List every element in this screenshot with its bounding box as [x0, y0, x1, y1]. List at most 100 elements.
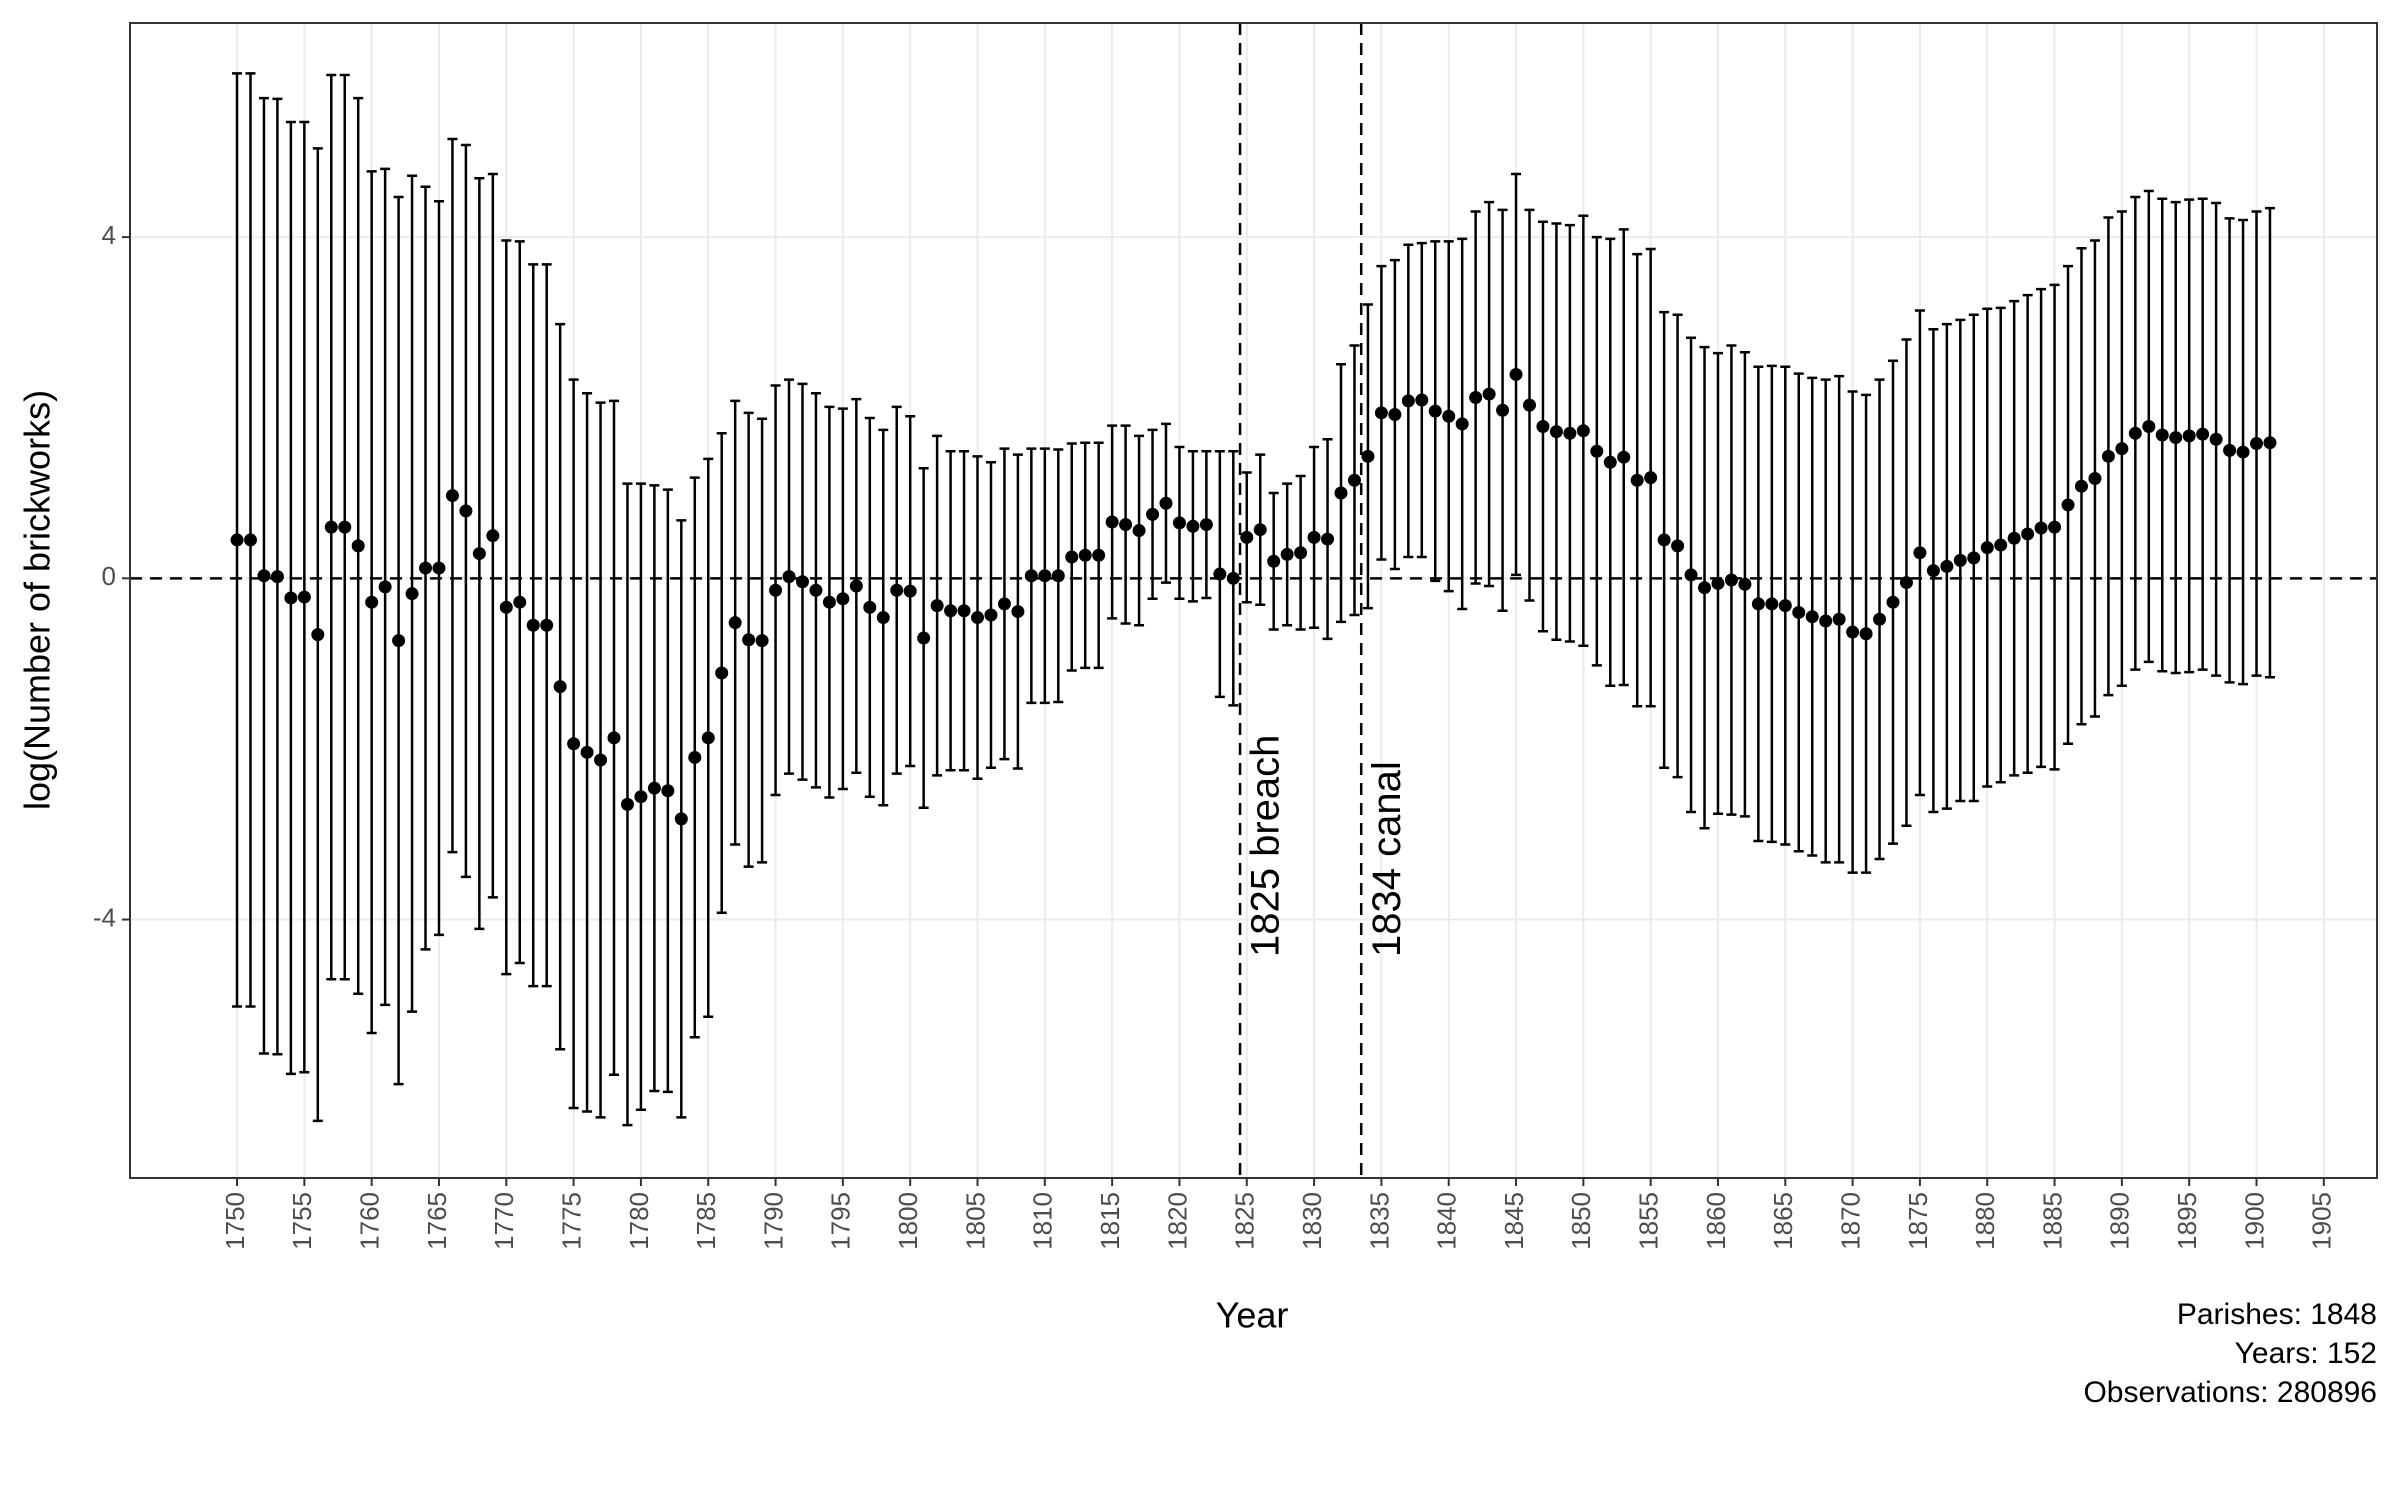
- point: [2101, 449, 2115, 463]
- x-tick-label: 1775: [556, 1192, 586, 1250]
- point: [1509, 367, 1523, 381]
- y-tick-label: -4: [93, 902, 116, 932]
- x-tick-label: 1820: [1162, 1192, 1192, 1250]
- point: [997, 597, 1011, 611]
- x-tick-label: 1755: [287, 1192, 317, 1250]
- point: [2034, 521, 2048, 535]
- point: [1482, 387, 1496, 401]
- x-tick-label: 1800: [893, 1192, 923, 1250]
- x-tick-label: 1810: [1028, 1192, 1058, 1250]
- point: [1536, 419, 1550, 433]
- point: [863, 600, 877, 614]
- point: [1590, 444, 1604, 458]
- caption-line: Years: 152: [2235, 1337, 2377, 1370]
- point: [688, 750, 702, 764]
- point: [392, 634, 406, 648]
- x-tick-label: 1835: [1364, 1192, 1394, 1250]
- point: [647, 781, 661, 795]
- point: [1496, 403, 1510, 417]
- event-label: 1834 canal: [1365, 761, 1409, 957]
- reference-lines: 1825 breach 1834 canal: [130, 23, 2377, 1178]
- point: [1307, 530, 1321, 544]
- point: [620, 797, 634, 811]
- x-tick-label: 1865: [1768, 1192, 1798, 1250]
- x-tick-label: 1880: [1970, 1192, 2000, 1250]
- y-tick-label: 4: [102, 220, 116, 250]
- point: [513, 595, 527, 609]
- point: [230, 533, 244, 547]
- x-tick-label: 1900: [2239, 1192, 2269, 1250]
- point: [351, 539, 365, 553]
- point: [1765, 597, 1779, 611]
- plot-frame: [129, 22, 2378, 1179]
- x-tick-label: 1860: [1701, 1192, 1731, 1250]
- point: [849, 579, 863, 593]
- point: [661, 784, 675, 798]
- point: [1994, 538, 2008, 552]
- point: [1926, 564, 1940, 578]
- x-tick-label: 1790: [758, 1192, 788, 1250]
- point: [1603, 455, 1617, 469]
- point: [728, 616, 742, 630]
- point: [1630, 473, 1644, 487]
- x-tick-label: 1895: [2172, 1192, 2202, 1250]
- point: [2263, 436, 2277, 450]
- point: [782, 570, 796, 584]
- point: [243, 533, 257, 547]
- point: [1455, 417, 1469, 431]
- x-tick-label: 1830: [1297, 1192, 1327, 1250]
- point: [1832, 612, 1846, 626]
- point: [1361, 449, 1375, 463]
- x-tick-label: 1825: [1230, 1192, 1260, 1250]
- x-tick-label: 1855: [1634, 1192, 1664, 1250]
- point: [567, 737, 581, 751]
- point: [540, 618, 554, 632]
- point: [297, 590, 311, 604]
- point: [526, 618, 540, 632]
- x-tick-label: 1770: [489, 1192, 519, 1250]
- point: [1711, 576, 1725, 590]
- point: [1751, 597, 1765, 611]
- point: [270, 570, 284, 584]
- point: [715, 666, 729, 680]
- point: [917, 631, 931, 645]
- point: [1078, 548, 1092, 562]
- point: [1428, 404, 1442, 418]
- x-tick-label: 1875: [1903, 1192, 1933, 1250]
- point: [499, 600, 513, 614]
- point: [1240, 530, 1254, 544]
- point: [1294, 546, 1308, 560]
- point: [2007, 531, 2021, 545]
- point: [311, 628, 325, 642]
- point: [1253, 523, 1267, 537]
- point: [2182, 429, 2196, 443]
- point: [459, 504, 473, 518]
- point: [701, 731, 715, 745]
- point: [324, 520, 338, 534]
- point: [957, 604, 971, 618]
- x-tick-label: 1840: [1432, 1192, 1462, 1250]
- caption-line: Parishes: 1848: [2177, 1298, 2377, 1331]
- point: [1657, 533, 1671, 547]
- point: [553, 680, 567, 694]
- point: [365, 595, 379, 609]
- point: [1442, 409, 1456, 423]
- point: [1172, 516, 1186, 530]
- point: [419, 561, 433, 575]
- point: [2155, 428, 2169, 442]
- point: [2074, 479, 2088, 493]
- point: [1819, 614, 1833, 628]
- point: [2169, 431, 2183, 445]
- point: [1671, 539, 1685, 553]
- point: [445, 489, 459, 503]
- point: [769, 583, 783, 597]
- point: [2021, 527, 2035, 541]
- point: [2048, 520, 2062, 534]
- point: [1563, 426, 1577, 440]
- point: [2115, 442, 2129, 456]
- point: [1267, 554, 1281, 568]
- point: [971, 611, 985, 625]
- point: [1065, 550, 1079, 564]
- point: [1011, 605, 1025, 619]
